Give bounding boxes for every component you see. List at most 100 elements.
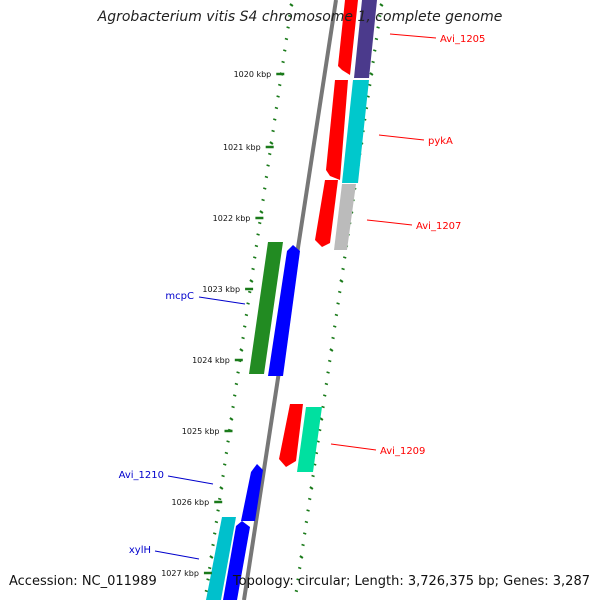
track-tick-left (229, 417, 234, 421)
gene-feature-avi1209[interactable] (279, 404, 303, 467)
track-tick-left (211, 543, 215, 547)
gene-feature-xylh-partner[interactable] (223, 521, 250, 600)
track-tick-right (302, 532, 307, 535)
track-tick-left (224, 451, 229, 455)
track-tick-right (374, 37, 379, 41)
track-tick-left (277, 83, 282, 87)
gene-label[interactable]: Avi_1207 (416, 221, 461, 232)
track-tick-right (322, 394, 327, 397)
track-tick-left (236, 371, 240, 374)
ruler-label: 1026 kbp (172, 498, 210, 507)
track-tick-left (251, 267, 255, 271)
track-tick-right (326, 371, 330, 374)
track-tick-left (247, 290, 252, 294)
gene-labels: Avi_1205 pykA Avi_1207 mcpC Avi_1209 Avi_1210… (119, 33, 485, 560)
genome-title: Agrobacterium vitis S4 chromosome 1, com… (97, 9, 503, 25)
gene-feature-avi1210[interactable] (241, 464, 263, 521)
track-tick-left (239, 348, 244, 352)
track-tick-left (266, 164, 270, 167)
track-tick-right (377, 14, 382, 18)
track-tick-left (234, 382, 239, 386)
track-tick-left (274, 106, 279, 110)
track-tick-left (262, 187, 267, 190)
track-tick-right (342, 256, 347, 259)
track-tick-left (231, 405, 235, 409)
gene-feature-avi1207[interactable] (315, 180, 338, 247)
ruler-label: 1027 kbp (161, 569, 199, 578)
track-tick-left (204, 589, 209, 593)
track-tick-right (327, 359, 332, 363)
track-tick-left (289, 3, 294, 7)
track-tick-right (372, 49, 377, 52)
track-tick-left (217, 497, 222, 501)
gene-leader-line (154, 550, 200, 560)
track-tick-right (324, 382, 329, 386)
track-tick-left (271, 129, 275, 133)
track-tick-left (287, 14, 292, 18)
gene-feature-avi1205[interactable] (338, 0, 358, 75)
track-tick-right (294, 589, 299, 593)
track-tick-left (209, 555, 214, 559)
track-tick-right (311, 474, 315, 478)
gene-features (206, 0, 377, 600)
gene-leader-line (330, 443, 377, 451)
gene-leader-line (366, 219, 413, 226)
track-tick-right (379, 3, 384, 7)
track-tick-left (219, 486, 224, 490)
ruler-label: 1024 kbp (192, 356, 230, 365)
track-tick-left (244, 313, 249, 317)
track-tick-right (337, 290, 342, 294)
track-tick-right (307, 497, 312, 501)
track-tick-left (226, 440, 230, 443)
track-tick-right (332, 325, 337, 328)
ruler-label: 1020 kbp (234, 70, 272, 79)
track-tick-right (336, 302, 340, 305)
gene-feature-upstream-purple[interactable] (354, 0, 377, 78)
gene-leader-line (167, 475, 214, 485)
track-tick-right (301, 543, 305, 547)
track-tick-right (367, 83, 372, 87)
track-tick-right (339, 279, 344, 283)
track-tick-left (276, 95, 280, 98)
ruler-label: 1025 kbp (182, 427, 220, 436)
gene-leader-line (389, 33, 437, 39)
track-tick-right (334, 313, 339, 317)
track-tick-left (264, 175, 269, 179)
track-tick-left (259, 210, 264, 214)
track-tick-right (331, 336, 335, 340)
gene-feature-pyka-partner[interactable] (342, 80, 369, 183)
accession-text: Accession: NC_011989 (9, 574, 157, 589)
gene-label[interactable]: xylH (129, 545, 151, 556)
gene-label[interactable]: Avi_1209 (380, 446, 425, 457)
gene-feature-pyka[interactable] (326, 80, 348, 180)
ruler-labels: 1020 kbp 1021 kbp 1022 kbp 1023 kbp 1024 kbp… (161, 70, 285, 578)
gene-feature-mcpc-partner[interactable] (268, 245, 300, 376)
gene-label[interactable]: Avi_1210 (119, 470, 164, 481)
track-tick-right (341, 267, 345, 271)
track-tick-left (206, 578, 210, 581)
track-tick-left (254, 244, 259, 248)
gene-feature-xylh[interactable] (206, 517, 236, 600)
gene-feature-gray[interactable] (334, 184, 356, 250)
genome-summary-text: Topology: circular; Length: 3,726,375 bp… (232, 574, 590, 589)
track-tick-right (309, 486, 314, 490)
track-tick-left (261, 198, 265, 202)
track-tick-right (297, 566, 302, 570)
track-tick-left (269, 141, 274, 145)
track-tick-left (222, 463, 227, 466)
track-tick-right (306, 509, 310, 512)
track-tick-left (221, 474, 225, 478)
gene-feature-mcpc[interactable] (249, 242, 283, 374)
ruler-label: 1022 kbp (213, 214, 251, 223)
gene-label[interactable]: Avi_1205 (440, 34, 485, 45)
track-tick-right (299, 555, 304, 559)
gene-label[interactable]: mcpC (165, 291, 194, 302)
track-tick-left (286, 26, 290, 29)
track-tick-left (282, 49, 287, 52)
track-tick-left (257, 221, 262, 225)
track-tick-left (284, 37, 289, 41)
ruler-label: 1023 kbp (202, 285, 240, 294)
gene-feature-avi1209-partner[interactable] (297, 407, 322, 472)
gene-label[interactable]: pykA (428, 136, 453, 147)
